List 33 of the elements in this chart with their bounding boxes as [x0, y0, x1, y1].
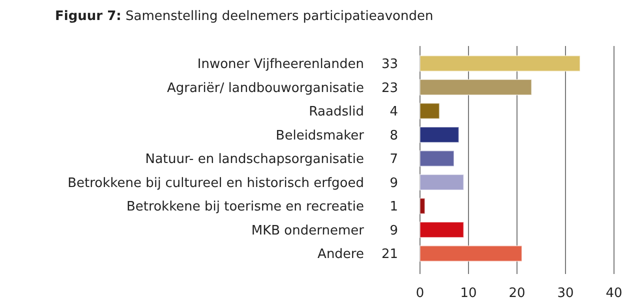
x-tick-label: 20	[508, 286, 526, 301]
data-label: 8	[390, 128, 398, 144]
y-tick-label: MKB ondernemer	[251, 223, 365, 238]
y-tick-label: Beleidsmaker	[276, 128, 365, 144]
data-label: 1	[390, 200, 398, 215]
bar	[420, 174, 464, 190]
y-tick-label: Raadslid	[308, 104, 364, 120]
data-label: 9	[390, 223, 398, 238]
bar	[420, 102, 440, 120]
x-tick-label: 0	[416, 286, 424, 301]
y-tick-label: Andere	[318, 247, 364, 262]
text: Figuur 7: Samenstelling deelnemers participatieavonden	[55, 9, 434, 24]
y-tick-label: Natuur- en landschapsorganisatie	[145, 152, 364, 168]
x-tick-label: 40	[606, 286, 622, 301]
bar	[420, 79, 532, 96]
data-label: 33	[381, 57, 398, 72]
y-tick-label: Betrokkene bij cultureel en historisch erfgoed	[68, 176, 364, 191]
bar	[420, 245, 522, 262]
data-label: 4	[390, 104, 398, 120]
data-label: 9	[390, 176, 398, 191]
bar	[420, 222, 464, 238]
bar	[420, 55, 581, 72]
data-label: 7	[390, 152, 398, 168]
bar	[420, 150, 454, 167]
y-tick-label: Inwoner Vijfheerenlanden	[197, 57, 364, 72]
y-tick-label: Agrariër/ landbouworganisatie	[167, 80, 364, 96]
bar	[420, 126, 460, 143]
data-label: 23	[381, 80, 398, 96]
bar	[420, 198, 426, 214]
y-tick-label: Betrokkene bij toerisme en recreatie	[126, 200, 364, 215]
data-label: 21	[381, 247, 398, 262]
x-tick-label: 30	[557, 286, 574, 301]
x-tick-label: 10	[460, 286, 477, 301]
